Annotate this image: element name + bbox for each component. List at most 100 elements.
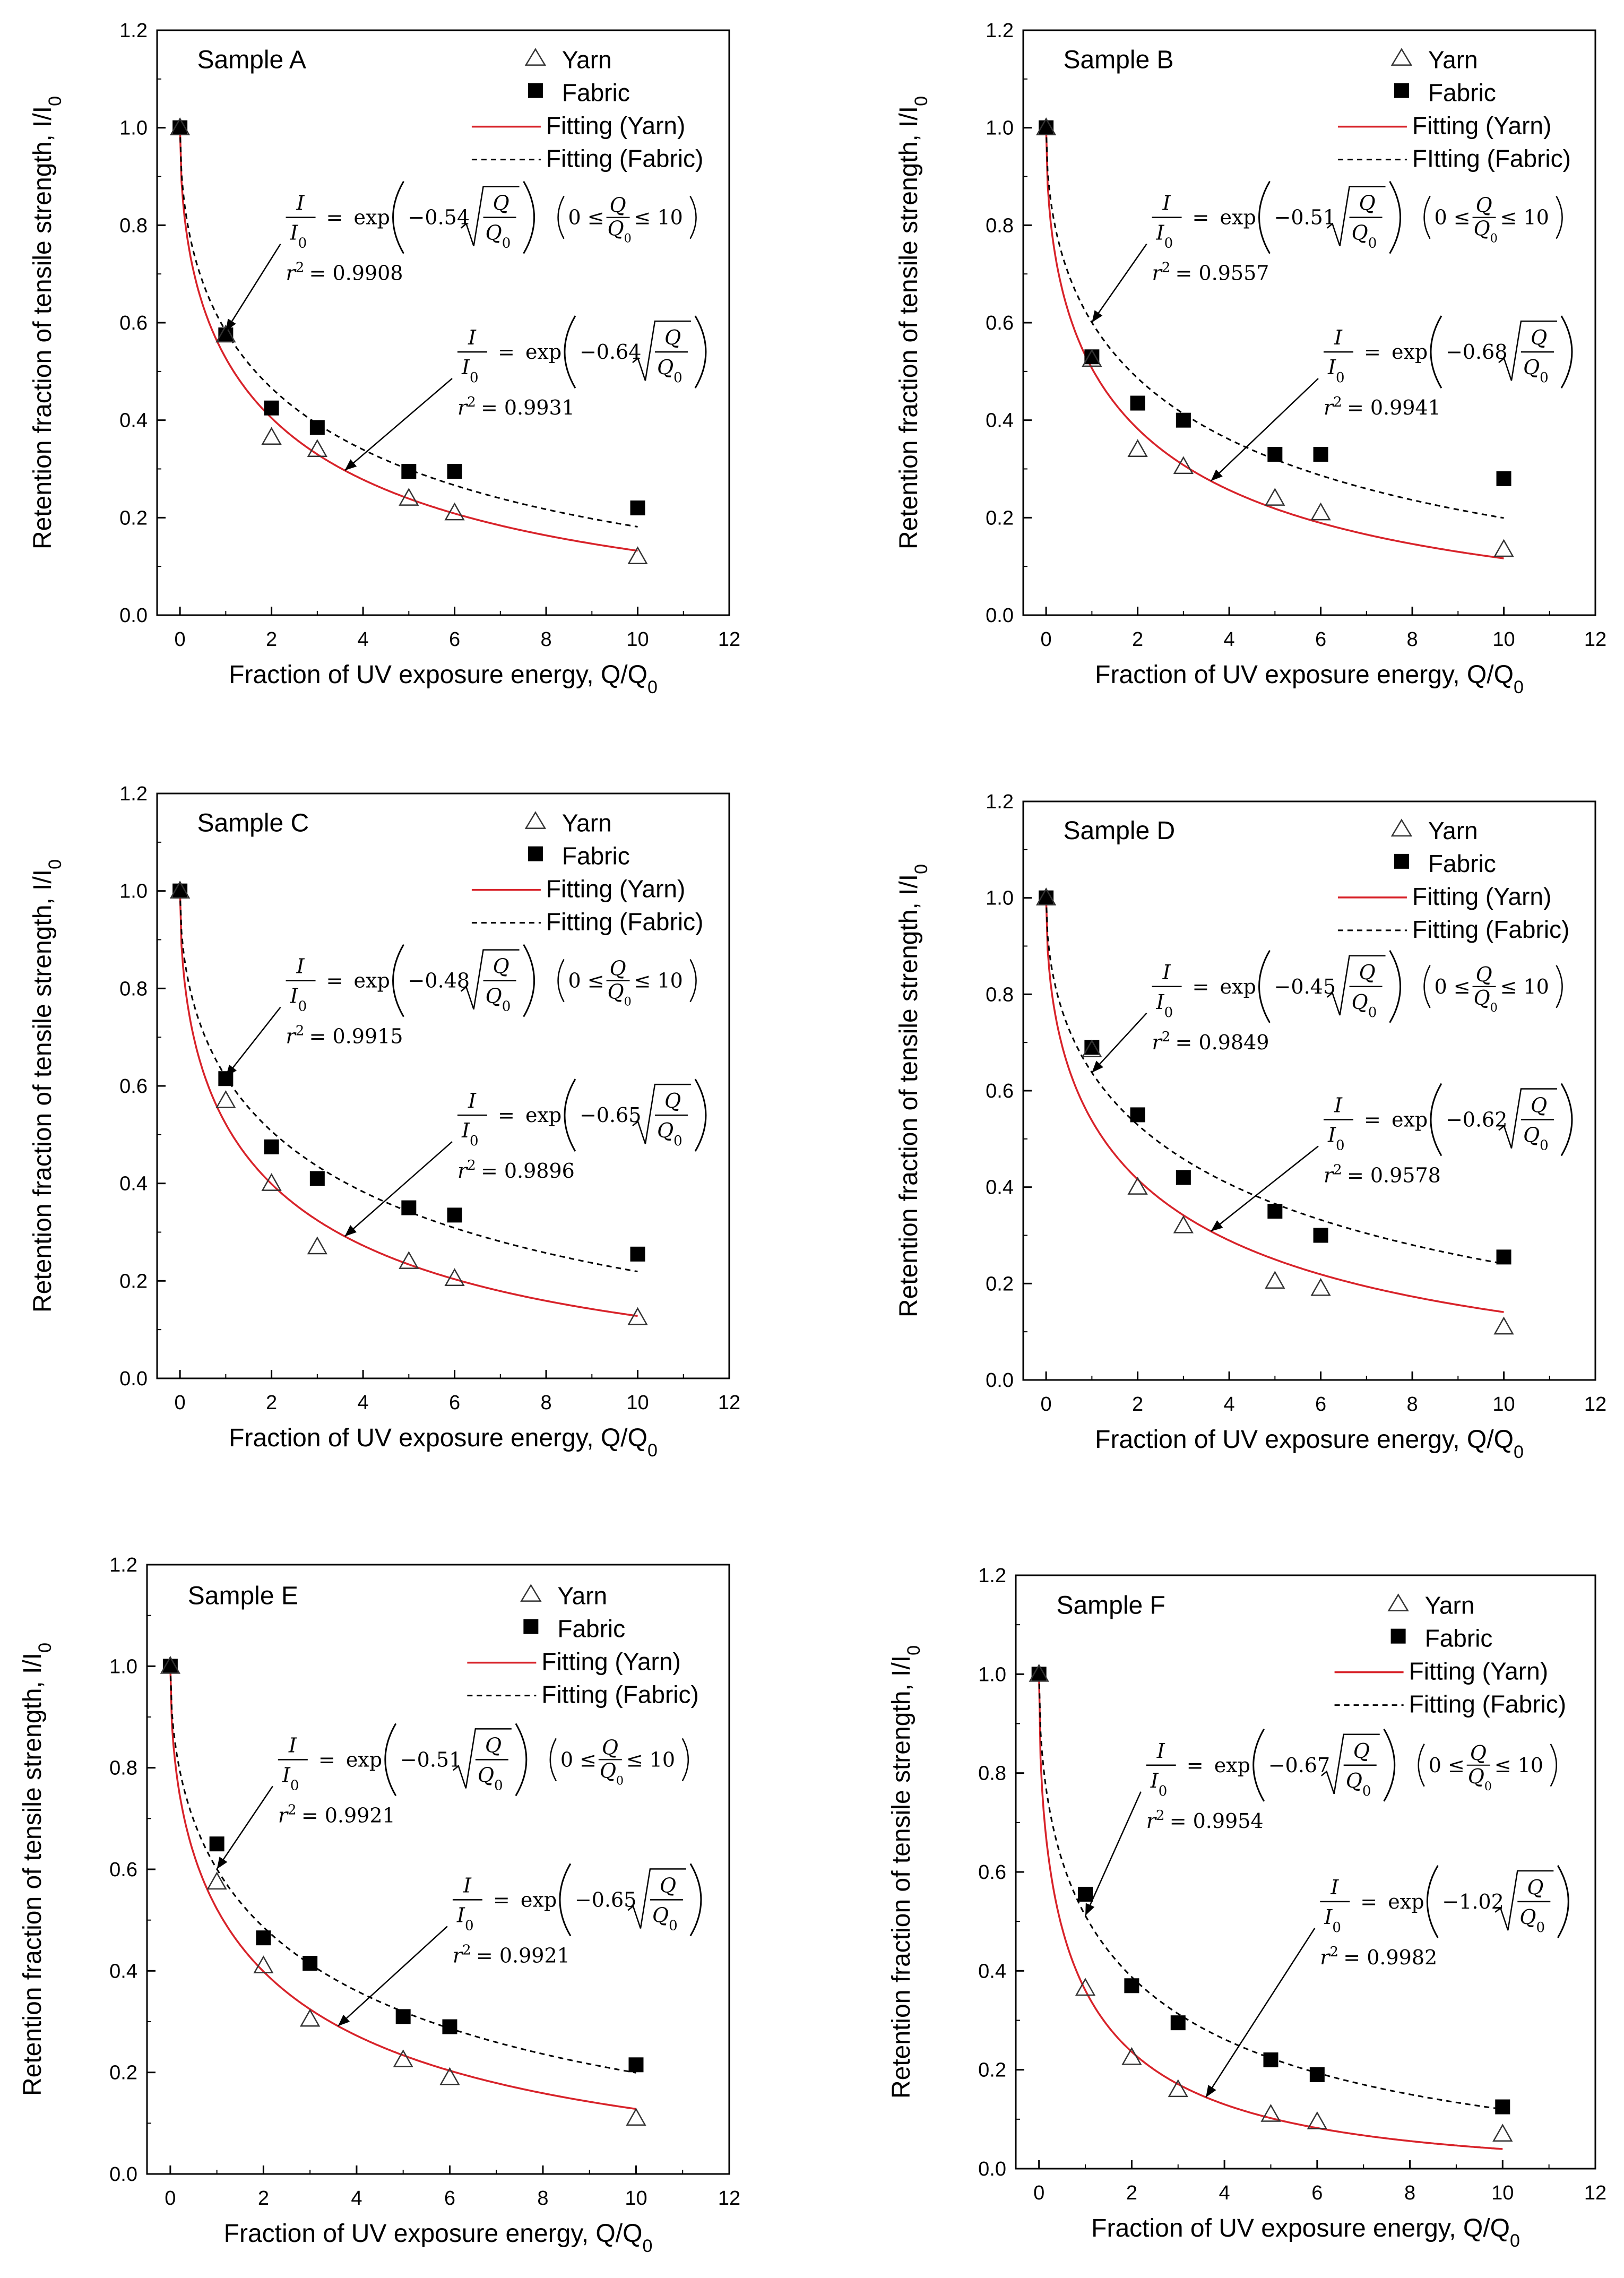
eq-sqrt <box>1495 1870 1554 1931</box>
x-tick-label: 2 <box>1132 1393 1143 1416</box>
yarn-point <box>444 502 465 521</box>
eq-denominator-subscript: 0 <box>470 370 479 386</box>
x-tick-label: 8 <box>540 628 551 651</box>
eq-r2-superscript: 2 <box>296 260 305 276</box>
yarn-fit-equation: I I0 = exp −0.65 Q Q0 r2 = 0.9921 <box>452 1863 702 1967</box>
fabric-point <box>401 464 417 479</box>
eq-right-paren <box>694 315 707 389</box>
eq-denominator: I0 <box>290 221 307 252</box>
eq-denominator: I0 <box>1327 1124 1345 1154</box>
eq-range-upper: ≤ 10 <box>1500 975 1549 998</box>
eq-range-lower: 0 ≤ <box>568 969 604 993</box>
eq-range-left-paren <box>1423 196 1431 239</box>
eq-right-paren <box>694 1078 707 1152</box>
eq-range-right-paren <box>689 959 697 1003</box>
eq-q-denominator: Q0 <box>657 356 683 386</box>
eq-range-left-paren <box>1423 965 1431 1008</box>
sample-title: Sample E <box>188 1582 298 1610</box>
x-tick-label: 10 <box>626 1392 649 1414</box>
fabric-point <box>1130 1107 1145 1123</box>
fit-curve-fabric <box>1038 1674 1503 2110</box>
sample-title: Sample D <box>1063 817 1175 845</box>
x-tick-label: 12 <box>718 2187 740 2210</box>
sample-title: Sample B <box>1063 46 1173 74</box>
eq-sqrt <box>627 1868 686 1929</box>
yarn-point <box>1265 488 1285 506</box>
eq-r2-value: = 0.9849 <box>1176 1031 1269 1054</box>
y-tick-label: 0.6 <box>978 1861 1006 1884</box>
yarn-fit-arrow <box>344 1141 453 1237</box>
eq-range-upper: ≤ 10 <box>634 206 683 229</box>
eq-left-paren <box>1430 315 1442 389</box>
eq-right-paren <box>689 1863 702 1937</box>
eq-range-q: Q <box>1476 963 1492 986</box>
eq-right-paren <box>1557 1865 1569 1938</box>
legend-yarn-label: Yarn <box>1428 46 1478 74</box>
eq-q-numerator: Q <box>485 1733 502 1757</box>
x-tick-label: 2 <box>266 628 277 651</box>
y-tick-label: 0.8 <box>119 978 148 1000</box>
eq-left-paren <box>1258 950 1271 1023</box>
eq-equals: = <box>1364 1108 1381 1132</box>
x-tick-label: 0 <box>1041 628 1052 651</box>
yarn-fit-equation: I I0 = exp −0.64 Q Q0 r2 = 0.9931 <box>457 315 707 419</box>
eq-r2-value: = 0.9941 <box>1347 396 1441 419</box>
eq-range-q0: Q0 <box>608 980 632 1009</box>
eq-left-paren <box>1426 1865 1439 1938</box>
x-axis-title: Fraction of UV exposure energy, Q/Q0 <box>229 1424 658 1461</box>
legend-fabric-icon <box>528 846 543 861</box>
y-tick-label: 0.4 <box>978 1960 1006 1982</box>
eq-denominator: I0 <box>456 1903 474 1934</box>
yarn-point <box>1127 1177 1148 1195</box>
legend-fabric-icon <box>528 83 543 98</box>
y-tick-label: 0.0 <box>119 1368 148 1390</box>
legend-fabric-icon <box>523 1619 539 1634</box>
yarn-point <box>215 324 236 343</box>
x-tick-label: 8 <box>1404 2182 1415 2204</box>
eq-denominator-subscript: 0 <box>1336 370 1345 386</box>
yarn-point <box>1035 117 1057 135</box>
eq-sqrt <box>453 1728 512 1789</box>
x-tick-label: 10 <box>1491 2182 1514 2204</box>
eq-left-paren <box>1258 180 1271 254</box>
y-tick-label: 1.2 <box>119 783 148 805</box>
yarn-point <box>253 1955 274 1974</box>
eq-numerator: I <box>463 1874 472 1897</box>
y-tick-label: 1.0 <box>986 887 1014 910</box>
eq-r2-symbol: r2 <box>1320 1944 1338 1969</box>
eq-coefficient: −0.67 <box>1268 1754 1330 1777</box>
eq-r2-symbol: r2 <box>286 1023 305 1048</box>
y-tick-label: 0.2 <box>978 2059 1006 2082</box>
eq-equals: = <box>493 1888 510 1911</box>
yarn-point <box>261 1173 282 1191</box>
yarn-point <box>1265 1271 1285 1289</box>
eq-q-denominator-subscript: 0 <box>1368 236 1377 252</box>
eq-q-denominator: Q0 <box>486 985 511 1015</box>
eq-equals: = <box>318 1748 335 1771</box>
yarn-point <box>300 2008 321 2027</box>
eq-denominator-subscript: 0 <box>1332 1920 1341 1936</box>
eq-q-denominator-subscript: 0 <box>673 370 683 386</box>
eq-range-right-paren <box>1556 965 1563 1008</box>
eq-q-denominator: Q0 <box>1519 1905 1545 1936</box>
eq-range-lower: 0 ≤ <box>1429 1754 1465 1777</box>
eq-right-paren <box>1389 180 1401 254</box>
eq-left-paren <box>392 180 404 254</box>
eq-r2-superscript: 2 <box>1162 1029 1171 1045</box>
eq-sqrt <box>1498 1088 1557 1149</box>
eq-range-upper: ≤ 10 <box>626 1748 675 1771</box>
eq-r2-superscript: 2 <box>462 1942 471 1958</box>
x-tick-label: 4 <box>351 2187 362 2210</box>
x-tick-label: 0 <box>175 628 186 651</box>
fabric-point <box>1267 446 1283 462</box>
eq-q-denominator: Q0 <box>652 1903 678 1934</box>
eq-right-paren <box>515 1723 528 1797</box>
eq-range-lower: 0 ≤ <box>560 1748 597 1771</box>
fabric-point <box>1176 1170 1191 1185</box>
eq-r2-superscript: 2 <box>1333 1162 1342 1178</box>
fabric-point <box>303 1955 318 1971</box>
y-tick-label: 0.6 <box>119 1075 148 1098</box>
eq-equals: = <box>326 969 343 993</box>
eq-exp: exp <box>346 1748 382 1771</box>
